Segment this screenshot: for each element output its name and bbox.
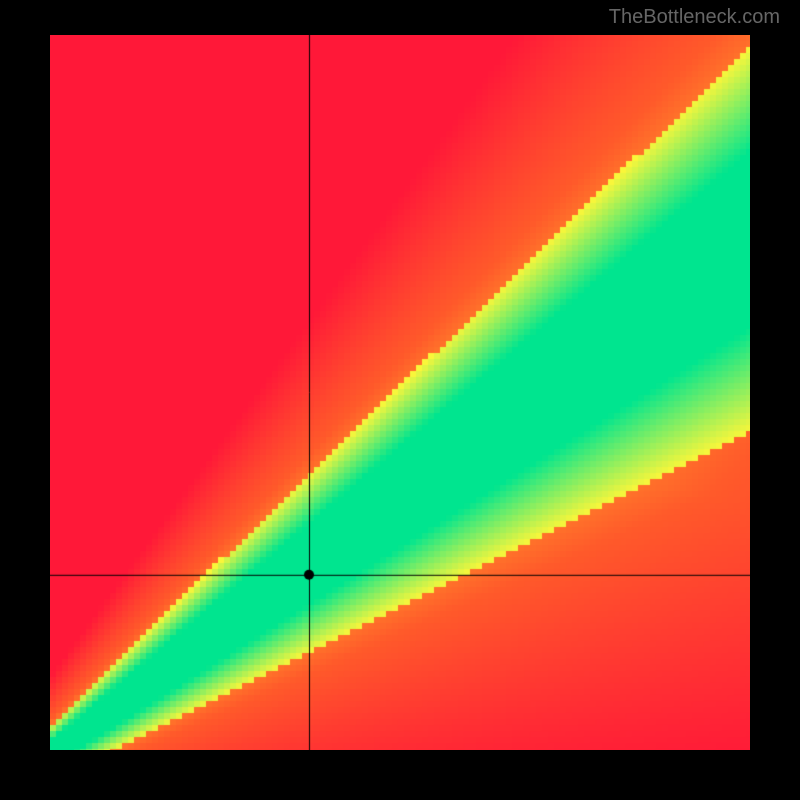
chart-container: TheBottleneck.com bbox=[0, 0, 800, 800]
heatmap-canvas bbox=[50, 35, 750, 750]
watermark-text: TheBottleneck.com bbox=[609, 6, 780, 29]
heatmap-plot bbox=[50, 35, 750, 750]
